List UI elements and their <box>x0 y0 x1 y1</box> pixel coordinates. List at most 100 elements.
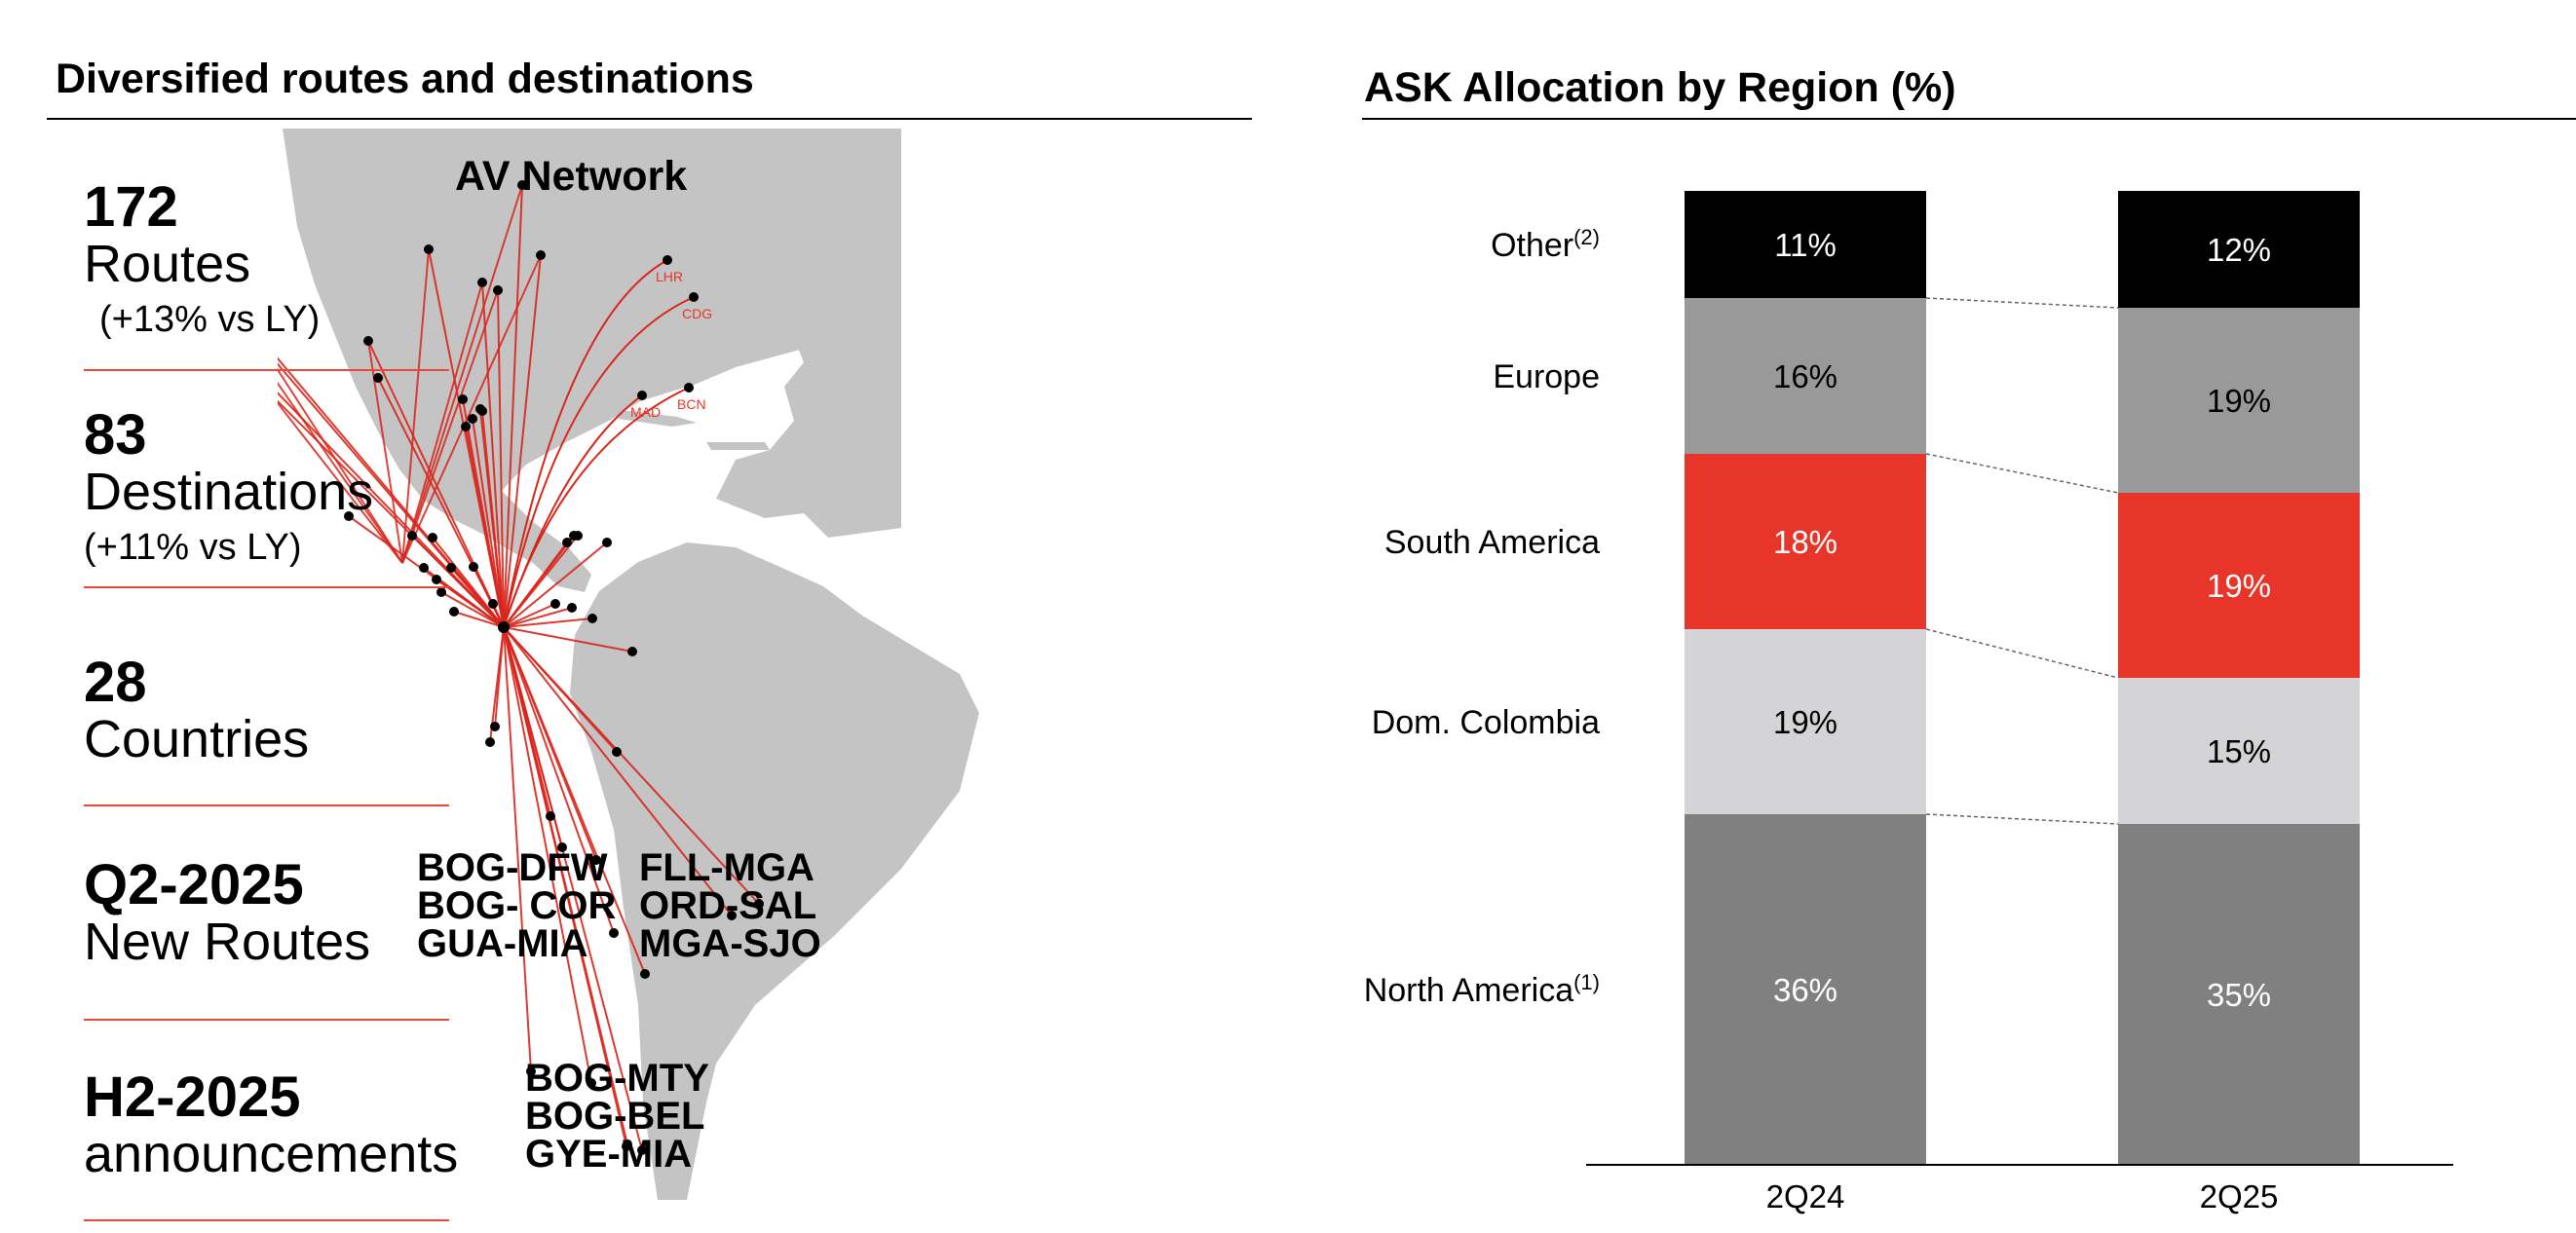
stat-new-routes: Q2-2025 New Routes <box>84 853 371 971</box>
airport-dot <box>419 563 429 573</box>
route-line <box>278 367 403 564</box>
stat-number: 83 <box>84 403 147 467</box>
route-line <box>503 184 523 628</box>
stat-label: New Routes <box>84 913 371 971</box>
airport-dot <box>587 1078 596 1088</box>
stat-label: Destinations <box>84 463 374 521</box>
route-line <box>503 626 592 1084</box>
bar-segment <box>1685 629 1926 814</box>
stat-number: Q2-2025 <box>84 853 304 916</box>
section-title-ask: ASK Allocation by Region (%) <box>1364 64 1956 111</box>
route-line <box>503 254 542 628</box>
airport-dot <box>488 599 498 609</box>
airport-dot <box>754 899 764 909</box>
segment-label: 11% <box>1774 227 1837 263</box>
stat-divider <box>84 1219 449 1221</box>
series-label: Other(2) <box>1491 225 1600 264</box>
stat-sub: (+13% vs LY) <box>99 299 321 340</box>
map-title: AV Network <box>455 153 688 200</box>
airport-dot <box>640 969 650 979</box>
stat-label: announcements <box>84 1125 459 1183</box>
land-south-america <box>570 542 979 1200</box>
segment-label: 18% <box>1773 524 1837 560</box>
series-label: Dom. Colombia <box>1372 704 1600 741</box>
airport-dot <box>428 533 437 542</box>
airport-dot <box>449 607 459 616</box>
route-code: BOG-DFW <box>417 846 608 889</box>
segment-label: 19% <box>2207 383 2271 419</box>
route-line <box>278 381 403 564</box>
series-label: Europe <box>1493 358 1600 395</box>
airport-code: CDG <box>682 306 712 321</box>
route-line <box>472 418 505 628</box>
airport-dot <box>573 531 583 541</box>
route-line <box>503 626 643 1151</box>
route-line <box>503 626 633 653</box>
connector-line <box>1925 453 2119 494</box>
route-line <box>503 626 733 916</box>
airport-dot <box>458 394 468 404</box>
segment-label: 35% <box>2207 977 2271 1013</box>
airport-dot <box>637 1145 647 1155</box>
route-line <box>503 626 627 1147</box>
route-code: GUA-MIA <box>417 922 588 965</box>
stat-announcements: H2-2025 announcements <box>84 1069 459 1183</box>
airport-dot <box>637 391 647 400</box>
airport-dot <box>587 614 597 623</box>
bar-segment <box>2118 493 2360 678</box>
route-code: FLL-MGA <box>639 846 814 889</box>
connector-line <box>1925 297 2119 309</box>
airport-dot <box>591 855 601 865</box>
route-line <box>401 184 523 564</box>
airport-dot <box>344 511 354 521</box>
route-code: BOG- COR <box>417 884 617 927</box>
bar-segment <box>1685 814 1926 1165</box>
stat-label: Countries <box>84 710 310 768</box>
route-line <box>278 356 505 628</box>
airport-dot <box>567 603 577 613</box>
airport-dot <box>546 811 555 821</box>
airport-dot <box>477 278 487 287</box>
airport-dot <box>526 1066 536 1076</box>
route-code: ORD-SAL <box>639 884 817 927</box>
bar-segment <box>2118 191 2360 308</box>
route-line <box>450 567 505 628</box>
ask-allocation-chart: 36% 19% 18% 16% 11% 2Q24 35% 15% 19% 19% 12% 2Q25 No… <box>1345 146 2576 1227</box>
route-line <box>465 426 505 628</box>
segment-label: 36% <box>1773 972 1837 1008</box>
stat-destinations: 83 Destinations (+11% vs LY) <box>84 407 373 569</box>
route-code: GYE-MIA <box>525 1133 693 1176</box>
network-map: LHR CDG MAD BCN <box>278 129 1252 1200</box>
airport-dot <box>612 747 622 757</box>
airport-dot <box>424 244 434 254</box>
airport-dot <box>490 722 500 731</box>
airport-dot <box>602 538 612 547</box>
route-line <box>481 281 505 628</box>
title-rule <box>47 118 1252 120</box>
route-line <box>481 410 505 628</box>
route-arc <box>503 387 690 628</box>
airport-dot <box>373 373 383 383</box>
airport-dot <box>432 575 441 584</box>
airport-dot <box>468 414 477 424</box>
route-line <box>401 254 542 564</box>
bar-segment <box>1685 191 1926 298</box>
route-line <box>503 626 615 934</box>
title-rule <box>1362 118 2576 120</box>
stat-label: Routes <box>84 235 251 293</box>
airport-dot <box>609 928 619 938</box>
stat-divider <box>84 586 449 588</box>
airport-dot <box>461 422 471 431</box>
land-europe <box>716 187 901 538</box>
route-code: MGA-SJO <box>639 922 821 965</box>
route-line <box>440 591 505 628</box>
segment-label: 15% <box>2207 733 2271 769</box>
airport-dot <box>562 538 572 547</box>
segment-label: 19% <box>1773 704 1837 740</box>
airport-dot <box>622 1141 631 1151</box>
route-code: BOG-BEL <box>525 1095 705 1138</box>
route-line <box>503 626 532 1072</box>
new-routes-list-1: BOG-DFW BOG- COR GUA-MIA <box>417 846 617 965</box>
airport-dot <box>627 647 637 656</box>
airport-dot <box>493 285 503 295</box>
